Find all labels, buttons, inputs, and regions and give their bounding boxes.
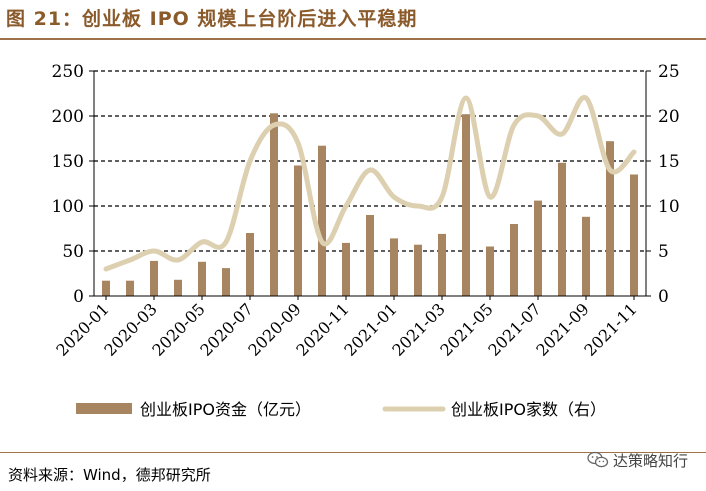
y-right-tick-label: 25 — [658, 62, 680, 82]
bar — [390, 238, 398, 296]
footer-divider — [0, 452, 706, 453]
watermark: 达策略知行 — [587, 448, 688, 472]
legend-bar-swatch — [76, 403, 132, 414]
legend: 创业板IPO资金（亿元） 创业板IPO家数（右） — [76, 400, 606, 419]
legend-line-label: 创业板IPO家数（右） — [451, 400, 606, 419]
bar — [630, 174, 638, 296]
bar — [246, 233, 254, 296]
legend-bar-label: 创业板IPO资金（亿元） — [140, 400, 311, 419]
bar — [342, 242, 350, 296]
y-left-tick-label: 50 — [62, 242, 84, 262]
axes: 05010015020025005101520252020-012020-032… — [52, 62, 680, 360]
ipo-count-line — [103, 95, 637, 272]
bar — [606, 141, 614, 296]
bar — [366, 215, 374, 296]
chart: 05010015020025005101520252020-012020-032… — [52, 62, 680, 419]
source-note: 资料来源：Wind，德邦研究所 — [8, 466, 211, 484]
y-left-tick-label: 200 — [52, 107, 84, 127]
bar — [510, 224, 518, 296]
y-right-tick-label: 20 — [658, 107, 680, 127]
bar — [294, 165, 302, 296]
y-left-tick-label: 150 — [52, 152, 84, 172]
bar — [102, 280, 110, 296]
line-series — [103, 95, 637, 272]
bar — [462, 114, 470, 296]
bar-series — [102, 113, 638, 296]
bar — [150, 260, 158, 296]
bar — [414, 244, 422, 296]
bar — [438, 233, 446, 296]
chart-title: 图 21：创业板 IPO 规模上台阶后进入平稳期 — [6, 8, 418, 30]
bar — [198, 261, 206, 296]
bar — [582, 216, 590, 296]
y-right-tick-label: 10 — [658, 197, 680, 217]
wechat-icon — [587, 451, 609, 468]
y-left-tick-label: 250 — [52, 62, 84, 82]
bar — [486, 246, 494, 296]
bar — [222, 268, 230, 296]
bar — [534, 200, 542, 296]
bar — [126, 280, 134, 296]
y-right-tick-label: 15 — [658, 152, 680, 172]
watermark-text: 达策略知行 — [612, 451, 688, 470]
y-right-tick-label: 0 — [658, 287, 669, 307]
title-divider — [0, 38, 706, 40]
y-left-tick-label: 100 — [52, 197, 84, 217]
bar — [558, 162, 566, 296]
y-right-tick-label: 5 — [658, 242, 669, 262]
bar — [318, 145, 326, 296]
x-tick-label: 2021-11 — [580, 299, 640, 359]
bar — [270, 113, 278, 296]
y-left-tick-label: 0 — [73, 287, 84, 307]
bar — [174, 279, 182, 296]
